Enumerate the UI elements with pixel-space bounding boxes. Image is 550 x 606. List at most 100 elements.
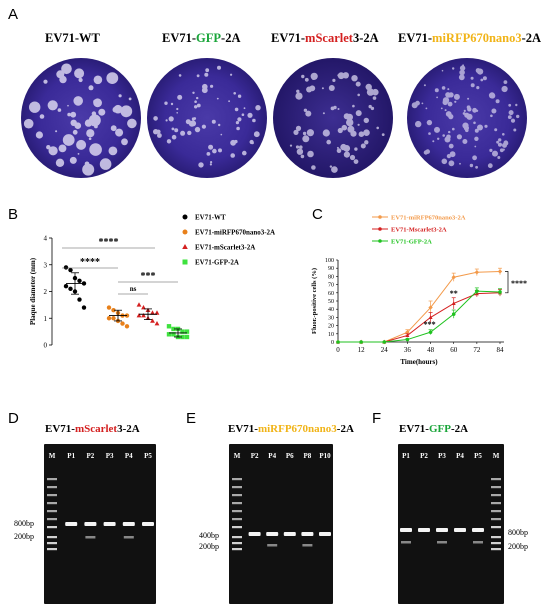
plaque-spot <box>326 139 332 145</box>
b-legend-label: EV71-WT <box>195 214 226 222</box>
plaque-spot <box>249 114 252 117</box>
plaque-spot <box>497 142 503 147</box>
plaque-spot <box>480 78 484 82</box>
gel-band <box>142 522 154 526</box>
plaque-spot <box>228 100 231 103</box>
plaque-spot <box>459 162 461 165</box>
gel-ladder-band <box>491 486 501 489</box>
plaque-spot <box>84 119 93 127</box>
plaque-well-wt <box>21 58 141 178</box>
gel-e-title: EV71-miRFP670nano3-2A <box>228 423 354 435</box>
gel-d-image: M P1 P2 P3 P4 P5 <box>44 444 156 604</box>
panel-e-letter: E <box>186 410 197 427</box>
plaque-spot <box>363 117 369 124</box>
c-point <box>428 315 433 319</box>
plaque-spot <box>170 102 174 106</box>
plaque-spot <box>296 148 304 155</box>
panel-a-title-mirfp: EV71-miRFP670nano3-2A <box>398 31 541 46</box>
plaque-spot <box>59 75 67 84</box>
plaque-spot <box>347 125 355 133</box>
plaque-spot <box>196 103 201 108</box>
plaque-spot <box>293 129 299 135</box>
plaque-spot <box>441 158 448 165</box>
plaque-spot <box>381 133 385 136</box>
b-y-label: Plaque diameter (mm) <box>29 257 37 325</box>
plaque-spot <box>176 107 179 111</box>
gel-band <box>418 528 430 532</box>
c-x-tick-label: 24 <box>381 346 389 354</box>
plaque-spot <box>84 161 90 167</box>
c-x-tick-label: 0 <box>336 346 340 354</box>
plaque-spot <box>467 107 472 112</box>
c-legend-marker <box>378 215 382 219</box>
plaque-spot <box>459 65 466 71</box>
b-y-tick-label: 3 <box>44 261 48 269</box>
c-sig-bracket <box>505 271 509 294</box>
plaque-spot <box>88 85 94 91</box>
plaque-spot <box>194 100 197 103</box>
gel-lane-label: P2 <box>420 452 428 460</box>
plaque-spot <box>191 117 195 121</box>
c-point <box>428 330 433 334</box>
c-y-tick-label: 50 <box>328 299 334 305</box>
b-point <box>141 304 146 310</box>
panel-a-title-gfp: EV71-GFP-2A <box>162 31 240 46</box>
gel-band <box>84 522 97 526</box>
gel-ladder-band <box>47 486 57 489</box>
c-series-line <box>338 292 501 343</box>
b-point <box>180 329 185 334</box>
plaque-spot <box>472 155 477 161</box>
b-point <box>184 329 190 334</box>
gel-ladder-band <box>491 542 501 545</box>
plaque-spot <box>171 134 177 140</box>
plaque-spot <box>337 74 340 77</box>
plaque-spot <box>473 121 476 125</box>
c-x-tick-label: 48 <box>427 346 435 354</box>
gel-lane-label: M <box>493 452 500 460</box>
plaque-spot <box>251 141 254 145</box>
c-point <box>474 270 480 275</box>
plaque-spot <box>89 143 102 156</box>
plaque-spot <box>329 165 333 168</box>
plaque-spot <box>76 139 87 150</box>
plaque-spot <box>255 105 261 111</box>
c-y-tick-label: 0 <box>331 340 334 346</box>
plaque-spot <box>204 72 209 77</box>
plaque-spot <box>477 68 484 75</box>
c-point <box>451 301 456 306</box>
plaque-spot <box>510 118 516 123</box>
plaque-spot <box>453 93 460 100</box>
plaque-spot <box>355 110 362 117</box>
c-point <box>405 337 410 342</box>
plaque-spot <box>94 124 98 129</box>
panel-a-title-2-part-2: 3-2A <box>352 31 379 45</box>
gel-band <box>248 532 261 536</box>
plaque-spot <box>303 108 308 112</box>
plaque-spot <box>39 114 45 119</box>
plaque-spot <box>67 112 71 117</box>
gel-d-marker-200: 200bp <box>14 532 34 541</box>
panel-a-title-3-part-2: -2A <box>521 31 542 45</box>
plaque-spot <box>185 119 191 125</box>
gel-band-faint <box>123 536 134 539</box>
gel-f-image: P1 P2 P3 P4 P5 M <box>398 444 504 604</box>
plaque-spot <box>296 89 300 93</box>
b-point <box>136 312 142 318</box>
b-legend-marker <box>182 229 188 235</box>
gel-ladder-band <box>47 510 57 513</box>
gel-e-marker-200: 200bp <box>199 542 219 551</box>
plaque-well-gfp <box>147 58 267 178</box>
plaque-spot <box>302 135 310 143</box>
plaque-spot <box>295 125 302 131</box>
plaque-spot <box>425 107 428 110</box>
plaque-spot <box>289 144 293 147</box>
plaque-spot <box>491 108 497 114</box>
gel-e-title-part-0: EV71- <box>228 423 258 435</box>
gel-f-marker-200: 200bp <box>508 542 528 551</box>
gel-ladder-band <box>232 518 242 521</box>
b-point <box>154 321 160 326</box>
plaque-spot <box>364 140 369 145</box>
plaque-spot <box>68 136 74 141</box>
plaque-spot <box>243 107 246 110</box>
b-point <box>180 334 185 340</box>
